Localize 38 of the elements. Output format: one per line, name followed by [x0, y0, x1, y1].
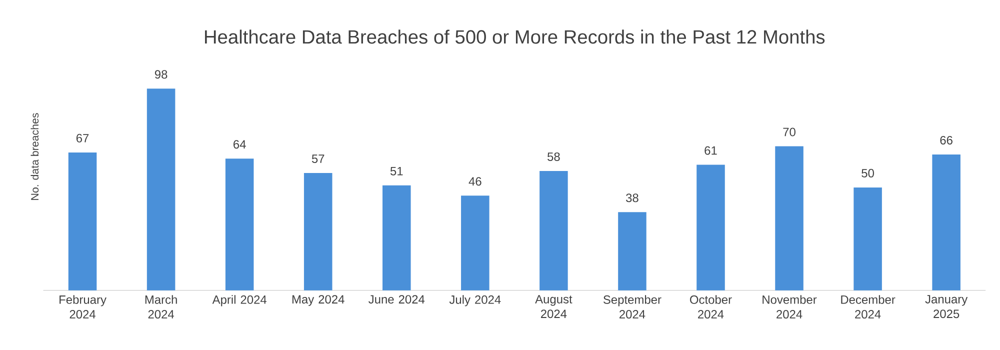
x-tick-label: March 2024 [145, 295, 177, 319]
bar [461, 196, 490, 290]
data-label: 38 [626, 194, 638, 202]
x-tick-label: April 2024 [212, 295, 267, 306]
bar [696, 164, 725, 290]
data-label: 67 [76, 134, 89, 142]
data-label: 66 [940, 136, 952, 144]
bar [932, 154, 960, 290]
chart-title: Healthcare Data Breaches of 500 or More Records in the Past 12 Months [205, 30, 825, 44]
x-tick-label: May 2024 [292, 295, 344, 306]
x-tick-label: September 2024 [603, 295, 662, 319]
x-tick-label: August 2024 [535, 295, 572, 318]
bar [304, 173, 332, 290]
data-label: 70 [783, 128, 796, 136]
data-label: 58 [548, 152, 560, 161]
bar [618, 212, 646, 290]
x-tick-label: July 2024 [449, 295, 501, 306]
x-tick-label: February 2024 [60, 295, 106, 319]
data-label: 57 [312, 154, 324, 164]
bar [225, 158, 254, 290]
data-label: 50 [862, 168, 874, 178]
x-tick-label: January 2025 [925, 295, 968, 318]
data-label: 51 [390, 167, 403, 176]
bar [68, 152, 97, 290]
bar [540, 170, 568, 290]
bar [146, 88, 176, 290]
x-tick-label: June 2024 [368, 295, 425, 304]
data-label: 98 [154, 70, 168, 79]
data-label: 61 [704, 146, 717, 155]
x-tick-label: November 2024 [762, 295, 817, 319]
data-label: 46 [468, 177, 482, 186]
bar [382, 185, 411, 290]
bar [775, 146, 804, 290]
data-label: 64 [234, 140, 246, 149]
y-axis-title: No. data breaches [30, 113, 39, 200]
x-tick-label: October 2024 [690, 295, 732, 319]
bar [854, 187, 882, 290]
x-tick-label: December 2024 [841, 295, 896, 319]
